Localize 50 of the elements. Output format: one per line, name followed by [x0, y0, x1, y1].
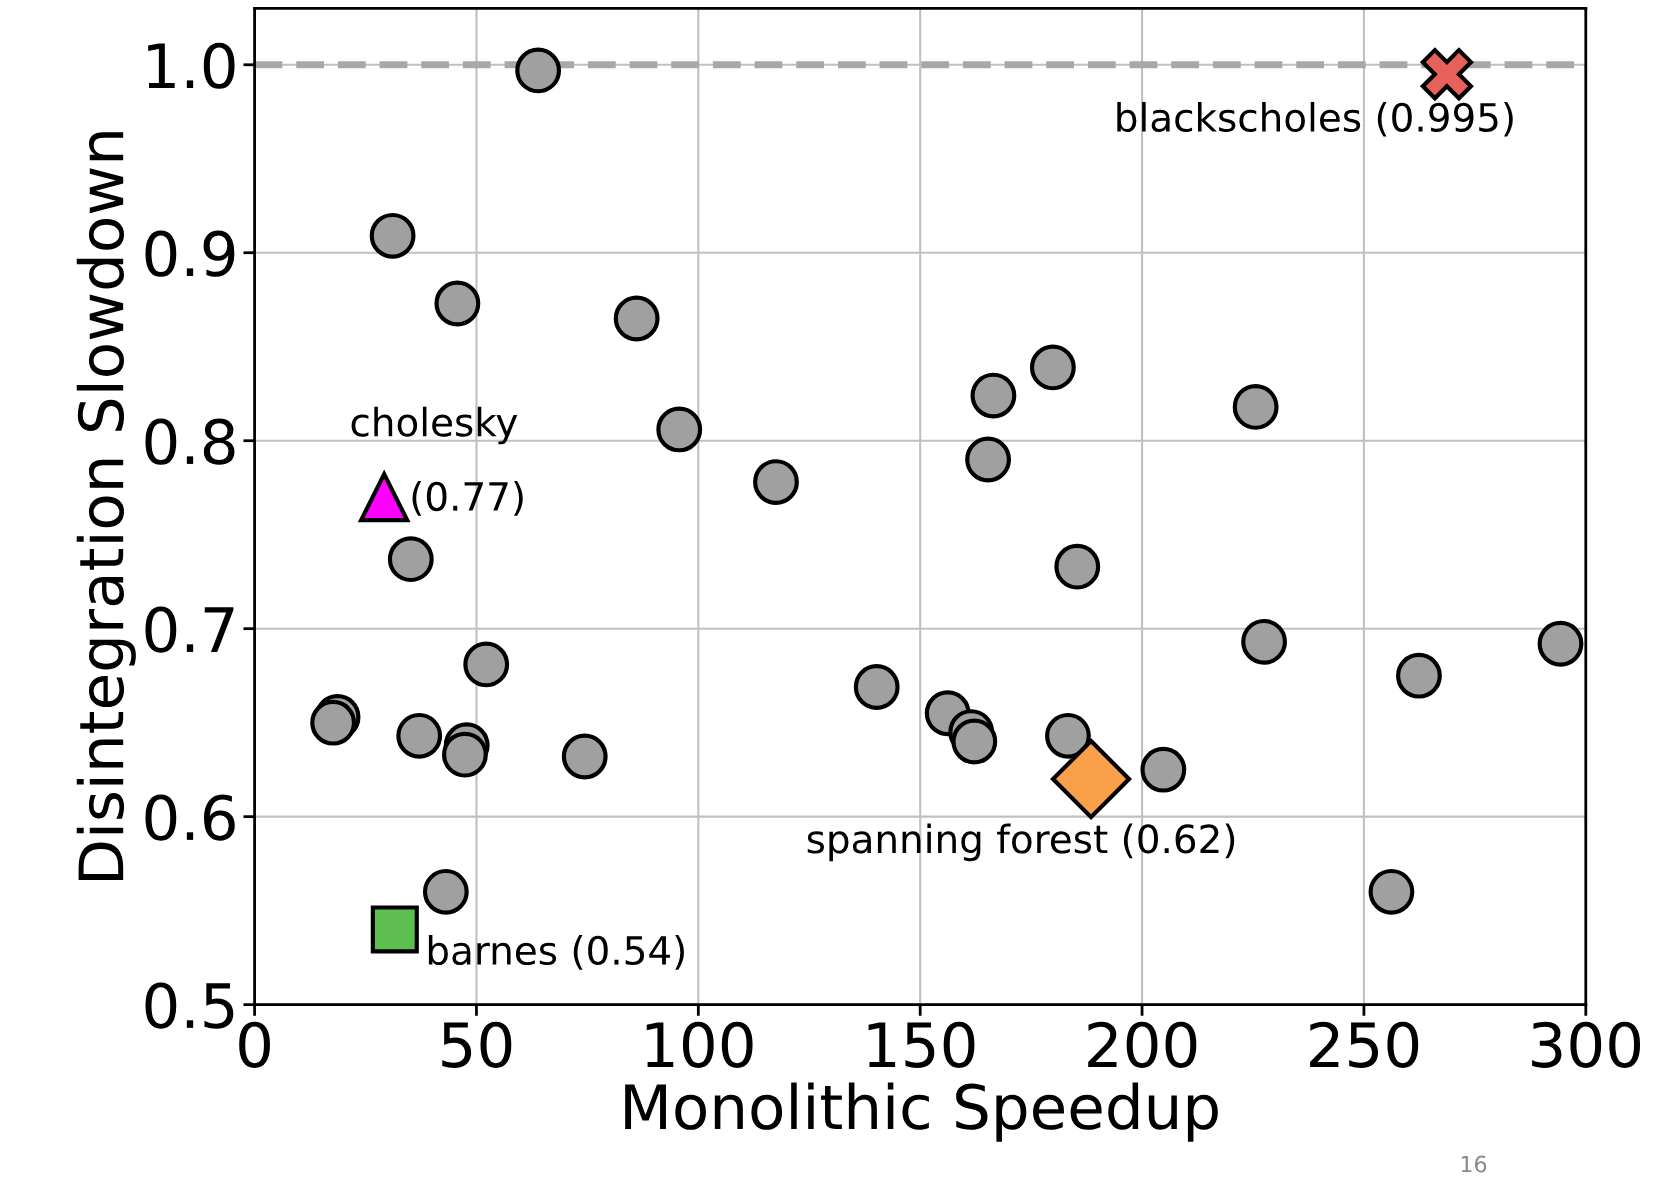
point	[1537, 620, 1584, 667]
annotation: spanning forest (0.62)	[807, 823, 1235, 862]
point	[370, 905, 419, 954]
x-tick-label: 300	[1532, 1021, 1641, 1068]
point	[1045, 712, 1091, 759]
x-tick-label: 100	[646, 1021, 753, 1068]
point	[1140, 746, 1187, 793]
x-tick-label: 200	[1088, 1021, 1197, 1068]
x-axis-title: Monolithic Speedup	[625, 1082, 1218, 1142]
point	[463, 641, 510, 688]
x-tick-label: 0	[239, 1021, 270, 1068]
point	[1241, 618, 1288, 665]
point	[613, 295, 660, 342]
y-tick-label: 0.6	[145, 794, 235, 841]
y-tick-label: 0.7	[145, 606, 234, 653]
point	[1396, 652, 1442, 699]
point	[1054, 543, 1101, 590]
point	[434, 280, 481, 327]
y-tick-label: 1.0	[148, 42, 235, 89]
point	[422, 868, 469, 915]
point	[369, 212, 416, 259]
y-tick-label: 0.9	[145, 230, 235, 277]
point	[1050, 738, 1132, 820]
point	[515, 47, 562, 94]
x-tick-label: 150	[868, 1021, 975, 1068]
point	[387, 536, 434, 583]
x-tick-label: 50	[442, 1021, 512, 1068]
point	[1232, 383, 1279, 430]
point	[965, 436, 1012, 483]
point	[656, 406, 703, 453]
point	[561, 733, 608, 780]
y-tick-label: 0.5	[145, 982, 234, 1029]
point	[357, 469, 411, 523]
text: 16	[1461, 1155, 1487, 1173]
point	[442, 731, 488, 778]
annotation: cholesky (0.77)	[351, 406, 523, 516]
y-axis-title: Disintegration Slowdown	[76, 132, 136, 881]
point	[970, 372, 1017, 419]
annotation: blackscholes (0.995)	[1117, 101, 1513, 137]
x-tick-label: 250	[1310, 1021, 1419, 1068]
annotation: barnes (0.54)	[428, 935, 684, 970]
point	[1029, 344, 1076, 391]
point	[1420, 48, 1474, 101]
point	[753, 459, 799, 505]
y-tick-label: 0.8	[145, 418, 235, 465]
point	[396, 712, 443, 759]
point	[310, 699, 357, 746]
point	[1368, 868, 1415, 915]
point	[951, 718, 998, 765]
point	[853, 664, 900, 710]
